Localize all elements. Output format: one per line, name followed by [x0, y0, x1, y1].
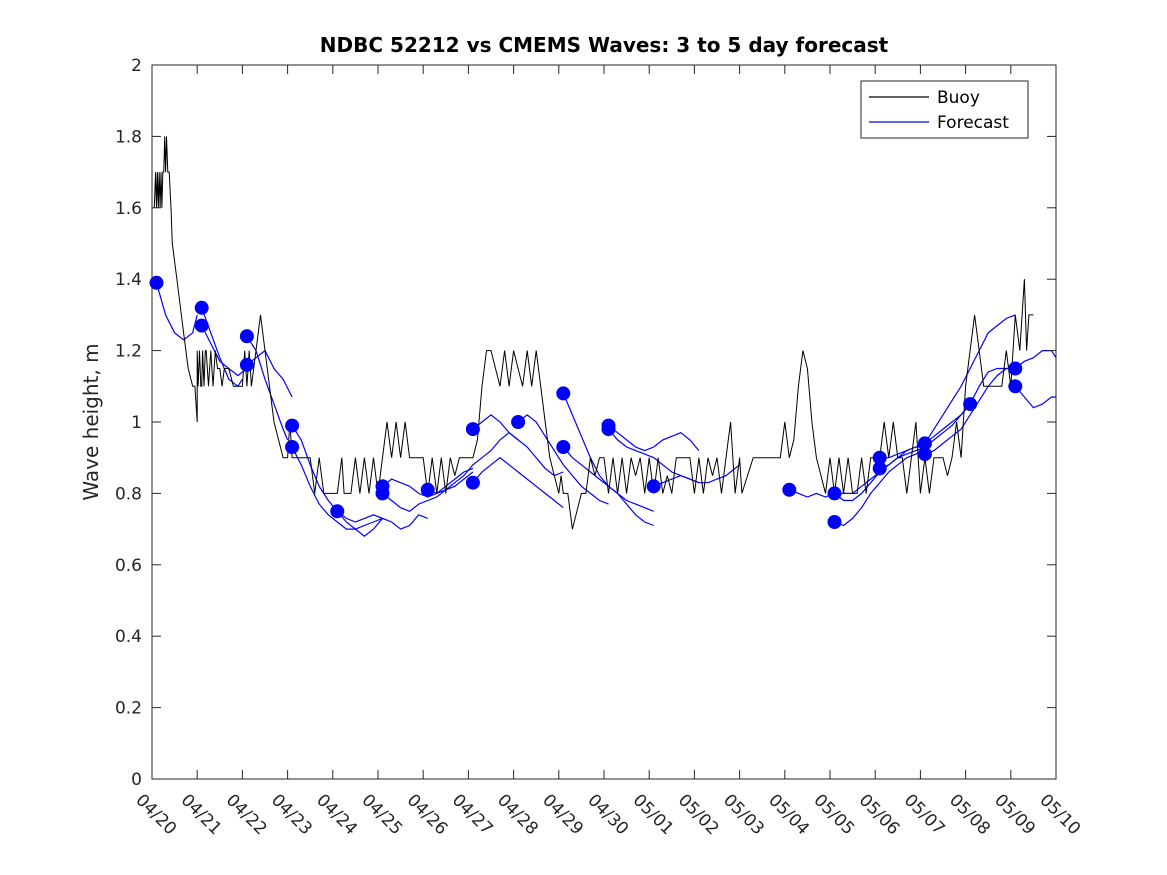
y-tick-label: 1.4 — [115, 270, 142, 290]
legend: Buoy Forecast — [860, 80, 1029, 139]
forecast-marker — [285, 418, 300, 433]
legend-box — [860, 80, 1029, 139]
forecast-marker — [239, 357, 254, 372]
y-tick-label: 0.6 — [115, 556, 142, 576]
forecast-marker — [963, 397, 978, 412]
forecast-marker — [827, 486, 842, 501]
forecast-marker — [556, 440, 571, 454]
forecast-marker — [465, 475, 480, 490]
forecast-marker — [872, 461, 887, 476]
forecast-line-3 — [246, 335, 289, 441]
forecast-marker — [1008, 361, 1023, 376]
y-tick-label: 2 — [131, 56, 142, 76]
y-tick-label: 0.2 — [115, 699, 142, 719]
forecast-line-11 — [472, 414, 564, 477]
y-tick-label: 1 — [131, 413, 142, 433]
forecast-line-24 — [924, 314, 1016, 444]
forecast-line-0 — [155, 282, 198, 341]
forecast-marker — [465, 422, 480, 437]
forecast-marker — [239, 329, 254, 344]
chart-title: NDBC 52212 vs CMEMS Waves: 3 to 5 day fo… — [320, 33, 889, 57]
forecast-marker — [782, 482, 797, 497]
forecast-marker — [149, 275, 164, 290]
y-axis: 0 0.2 0.4 0.6 0.8 1 1.2 1.4 1.6 1.8 2 — [115, 56, 1056, 790]
y-tick-label: 1.2 — [115, 342, 142, 362]
y-tick-label: 0.8 — [115, 484, 142, 504]
forecast-marker — [285, 440, 300, 454]
forecast-series — [155, 282, 1057, 537]
forecast-line-7 — [336, 510, 428, 537]
forecast-marker — [1008, 379, 1023, 394]
forecast-line-8 — [382, 467, 474, 498]
forecast-line-9 — [382, 471, 474, 512]
forecast-line-2 — [201, 325, 248, 377]
forecast-marker — [194, 318, 209, 333]
forecast-marker — [646, 479, 661, 494]
buoy-series — [153, 136, 1034, 530]
y-tick-label: 1.6 — [115, 199, 142, 219]
forecast-marker — [917, 447, 932, 462]
forecast-line-10 — [427, 431, 519, 495]
forecast-marker — [556, 386, 571, 401]
forecast-marker — [511, 415, 526, 429]
forecast-line-21 — [834, 450, 926, 527]
legend-label-forecast: Forecast — [937, 113, 1009, 133]
forecast-marker — [194, 300, 209, 315]
legend-label-buoy: Buoy — [937, 88, 980, 108]
y-tick-label: 0 — [131, 770, 142, 790]
forecast-line-16 — [608, 425, 700, 452]
y-tick-label: 0.4 — [115, 627, 142, 647]
forecast-line-12 — [472, 456, 564, 509]
forecast-marker — [420, 482, 435, 497]
forecast-line-13 — [517, 414, 609, 505]
forecast-line-27 — [1014, 385, 1056, 409]
buoy-line — [153, 136, 1034, 530]
forecast-line-6 — [291, 446, 383, 530]
y-tick-label: 1.8 — [115, 127, 142, 147]
forecast-marker — [601, 422, 616, 437]
forecast-line-15 — [562, 446, 654, 512]
forecast-marker — [827, 515, 842, 529]
forecast-marker — [330, 504, 345, 519]
forecast-line-25 — [924, 367, 1016, 455]
forecast-marker — [375, 486, 390, 501]
forecast-markers — [149, 275, 1023, 529]
y-axis-label: Wave height, m — [79, 343, 103, 500]
